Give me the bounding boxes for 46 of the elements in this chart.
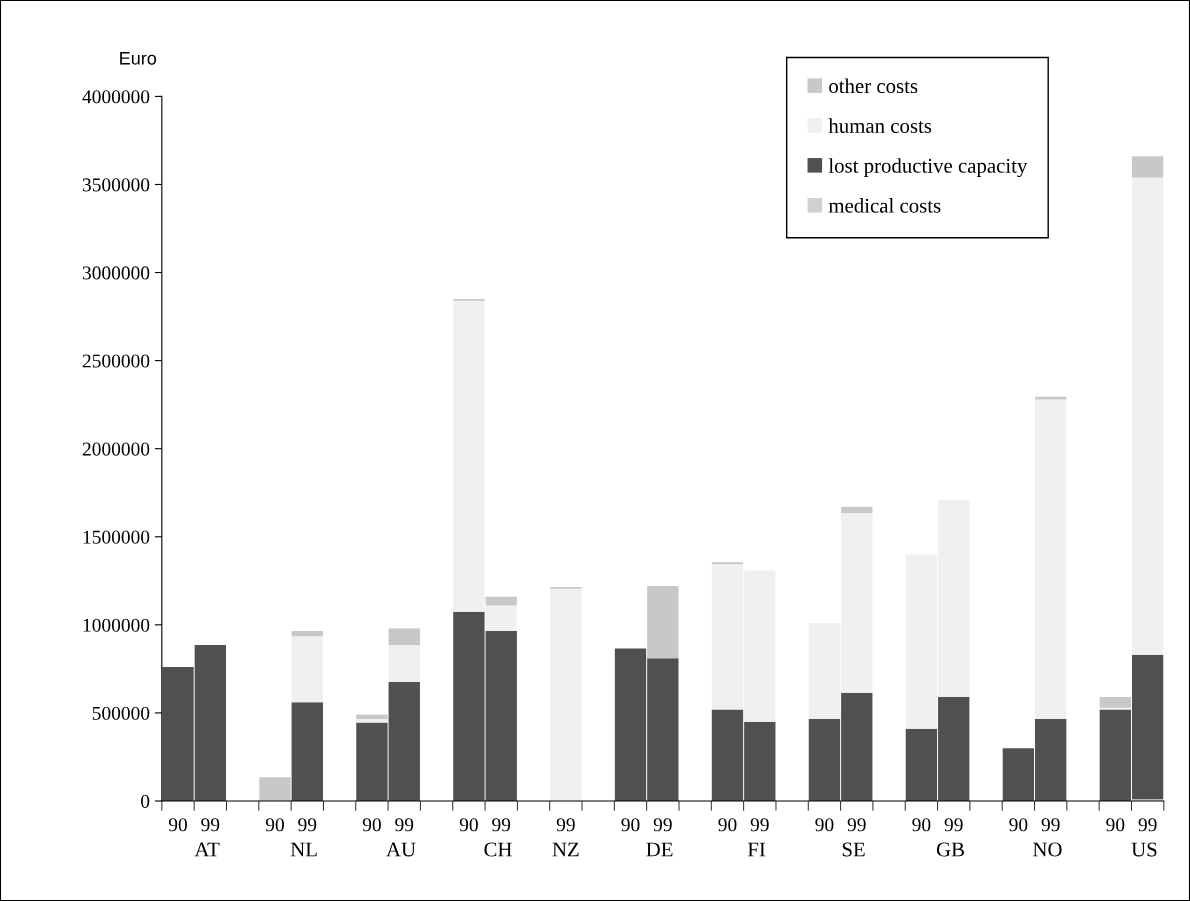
x-tick-label: 90: [1009, 818, 1028, 832]
x-tick-label: 90: [1106, 818, 1125, 832]
text: SE: [842, 842, 865, 857]
x-tick-label: 90: [168, 818, 187, 832]
x-tick-label: 90: [362, 818, 381, 832]
x-tick-label: 99: [395, 818, 414, 832]
x-tick-label: 99: [653, 818, 672, 832]
x-tick-label: 90: [815, 818, 834, 832]
text: NL: [290, 842, 317, 857]
y-tick-label: 1500000: [83, 530, 150, 544]
legend-label: other costs: [829, 78, 918, 94]
x-tick-label: 99: [1138, 818, 1157, 832]
legend-label: lost productive capacity: [828, 158, 1028, 178]
text: AU: [386, 842, 416, 857]
text: GB: [936, 842, 964, 857]
y-axis-title: Euro: [120, 52, 157, 65]
x-tick-label: 90: [621, 818, 640, 832]
text: FI: [747, 842, 766, 857]
y-tick-label: 3000000: [82, 266, 150, 280]
x-tick-label: 99: [944, 818, 963, 832]
x-tick-label: 90: [265, 818, 284, 832]
y-tick-label: 2000000: [82, 442, 150, 456]
x-tick-label: 99: [847, 818, 866, 832]
x-tick-label: 99: [492, 818, 511, 832]
text: US: [1131, 842, 1157, 857]
text: AT: [194, 842, 220, 857]
x-tick-label: 90: [459, 818, 478, 832]
x-tick-label: 99: [556, 818, 575, 832]
y-tick-label: 2500000: [82, 354, 150, 368]
text: NO: [1033, 842, 1062, 857]
legend-label: medical costs: [828, 198, 941, 213]
x-tick-label: 99: [1041, 818, 1060, 832]
text: CH: [484, 842, 512, 857]
x-tick-label: 99: [201, 818, 220, 832]
legend-label: human costs: [828, 118, 932, 133]
y-tick-label: 500000: [92, 706, 150, 720]
x-tick-label: 99: [298, 818, 317, 832]
y-tick-label: 0: [141, 794, 150, 808]
y-tick-label: 4000000: [82, 90, 150, 104]
text: NZ: [552, 842, 579, 857]
x-tick-label: 90: [718, 818, 737, 832]
x-tick-label: 99: [750, 818, 769, 832]
text: DE: [646, 842, 673, 857]
y-tick-label: 3500000: [82, 178, 150, 192]
x-tick-label: 90: [912, 818, 931, 832]
y-tick-label: 1000000: [83, 618, 150, 632]
